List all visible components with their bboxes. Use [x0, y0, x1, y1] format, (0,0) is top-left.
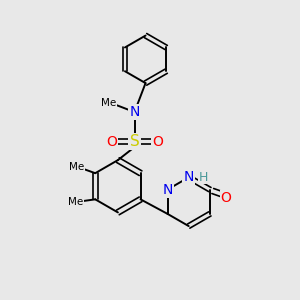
Text: N: N [184, 170, 194, 184]
Text: O: O [221, 191, 232, 205]
Text: Me: Me [69, 162, 84, 172]
Text: Me: Me [101, 98, 116, 108]
Text: O: O [152, 135, 163, 149]
Text: O: O [106, 135, 117, 149]
Text: Me: Me [68, 197, 84, 207]
Text: N: N [162, 182, 173, 197]
Text: H: H [198, 171, 208, 184]
Text: S: S [130, 134, 140, 149]
Text: N: N [129, 105, 140, 119]
